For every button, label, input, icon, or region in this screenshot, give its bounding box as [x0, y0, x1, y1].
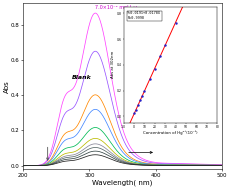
- X-axis label: Wavelength( nm): Wavelength( nm): [92, 179, 153, 186]
- Text: Blank: Blank: [72, 75, 92, 80]
- Y-axis label: Abs: Abs: [3, 80, 9, 93]
- Text: 7.0×10⁻² mol L⁻¹: 7.0×10⁻² mol L⁻¹: [95, 5, 137, 10]
